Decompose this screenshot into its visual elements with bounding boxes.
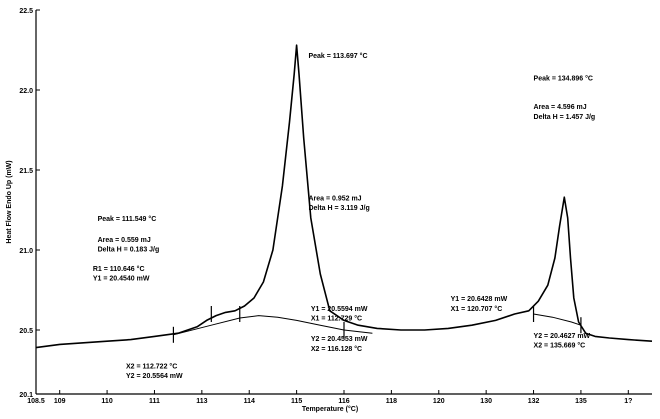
- y-ticks: 20.1 20.5 21.0 21.5 22.0 22.5: [19, 8, 40, 399]
- tick-marks: [172, 306, 582, 343]
- x-tick-label: 120: [433, 398, 445, 405]
- peak-baseline: [173, 315, 373, 336]
- x-tick-label: 118: [386, 398, 397, 405]
- y-tick-label: 21.0: [19, 248, 33, 255]
- annotation-label: R1 = 110.646 °C: [93, 265, 145, 273]
- x-tick-label: 113: [196, 398, 207, 405]
- x-tick-label: 135: [575, 398, 587, 405]
- annotation-label: Y2 = 20.4553 mW: [311, 336, 368, 343]
- x-tick-label: 132: [528, 398, 540, 405]
- series-group: [35, 44, 653, 349]
- annotation-label: X1 = 112.729 °C: [311, 314, 362, 322]
- y-tick-label: 22.0: [19, 88, 33, 95]
- y-tick-label: 20.1: [19, 392, 33, 399]
- annotation-label: Peak = 113.697 °C: [308, 52, 367, 60]
- x-tick-label: 1?: [624, 398, 632, 405]
- x-tick-label: 115: [291, 398, 302, 405]
- annotations: Peak = 113.697 °C Peak = 134.896 °C Area =…: [93, 52, 595, 380]
- x-tick-label: 130: [480, 398, 492, 405]
- x-tick-label: 110: [101, 398, 112, 405]
- y-axis-label: Heat Flow Endo Up (mW): [6, 160, 13, 243]
- annotation-label: X2 = 135.669 °C: [534, 342, 586, 350]
- y-tick-label: 21.5: [19, 168, 33, 175]
- heat-flow-line: [35, 44, 653, 349]
- x-tick-label: 116: [338, 398, 349, 405]
- annotation-label: Area = 0.952 mJ: [308, 195, 361, 202]
- annotation-label: X1 = 120.707 °C: [451, 305, 503, 313]
- annotation-label: Y1 = 20.6428 mW: [451, 296, 508, 303]
- peak-baseline: [533, 313, 582, 326]
- annotation-label: Y1 = 20.5594 mW: [311, 306, 368, 313]
- annotation-label: Delta H = 1.457 J/g: [534, 114, 596, 121]
- baselines: [173, 313, 582, 336]
- annotation-label: X2 = 116.128 °C: [311, 345, 362, 353]
- annotation-label: Y2 = 20.4627 mW: [534, 333, 591, 340]
- annotation-label: Y1 = 20.4540 mW: [93, 275, 150, 282]
- x-tick-label: 108.5: [27, 398, 45, 405]
- annotation-label: Area = 4.596 mJ: [534, 104, 587, 111]
- x-axis-label: Temperature (°C): [302, 405, 358, 413]
- annotation-label: Peak = 111.549 °C: [98, 215, 157, 223]
- x-ticks: 108.5 109 110 111 113 114 115 116 118 120 130 132 13…: [27, 390, 632, 405]
- annotation-label: Peak = 134.896 °C: [534, 74, 593, 82]
- annotation-label: Y2 = 20.5564 mW: [126, 373, 183, 380]
- y-tick-label: 20.5: [19, 328, 33, 335]
- annotation-label: Delta H = 0.183 J/g: [98, 247, 160, 254]
- annotation-label: X2 = 112.722 °C: [126, 362, 177, 370]
- annotation-label: Area = 0.559 mJ: [98, 237, 151, 244]
- x-tick-label: 111: [149, 398, 160, 405]
- x-tick-label: 114: [244, 398, 255, 405]
- x-tick-label: 109: [54, 398, 66, 405]
- annotation-label: Delta H = 3.119 J/g: [308, 205, 369, 212]
- y-tick-label: 22.5: [19, 8, 33, 15]
